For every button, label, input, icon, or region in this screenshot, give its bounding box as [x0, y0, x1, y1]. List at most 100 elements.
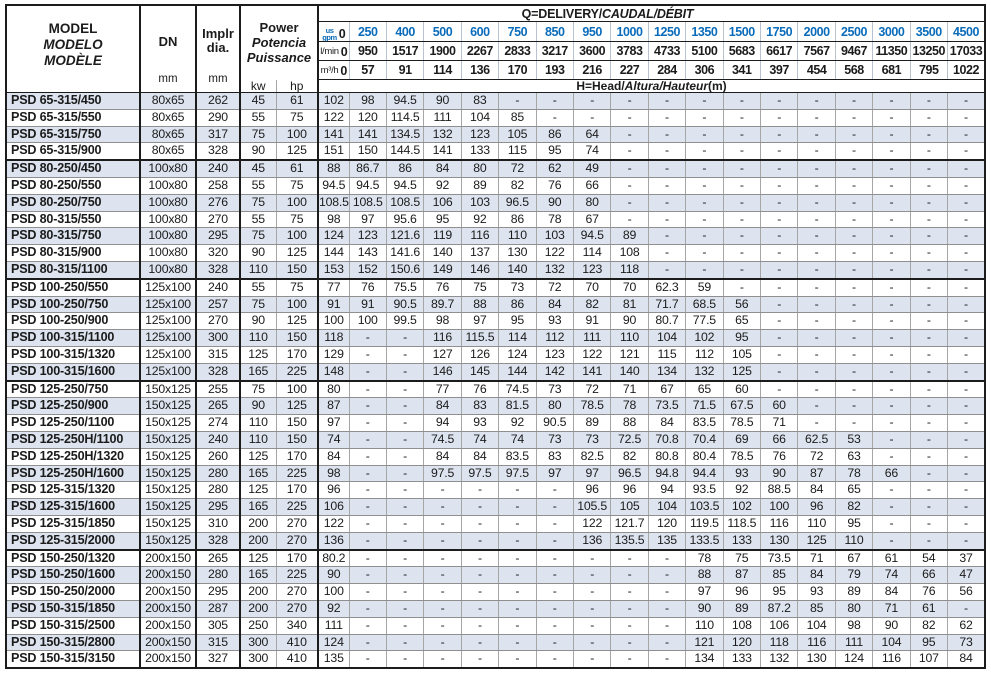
head-value-cell: -	[797, 159, 836, 178]
table-row: PSD 80-315/1100 100x80 328 110 150 153 152 150.…	[5, 260, 986, 280]
head-value-cell: 94.5	[385, 176, 425, 195]
head-value-cell: 116	[797, 633, 836, 652]
head-value-cell: -	[834, 210, 874, 229]
head-value-cell: -	[947, 295, 986, 314]
head-value-cell: 93	[535, 312, 574, 331]
head-value-cell: 105.5	[572, 498, 612, 516]
head-value-cell: -	[423, 498, 462, 516]
head-value-cell: 95	[498, 312, 537, 331]
head-value-cell: -	[647, 108, 687, 127]
impeller-label-2: dia.	[206, 40, 230, 55]
head-value-cell: -	[385, 345, 425, 364]
head-value-cell: -	[348, 514, 387, 533]
gpm-value: 750	[498, 21, 537, 42]
head-value-cell: 92	[722, 481, 761, 500]
head-value-cell: -	[947, 244, 986, 262]
lmin-value: 9467	[834, 41, 874, 61]
head-value-cell: -	[647, 548, 687, 568]
kw-cell: 75	[239, 379, 277, 399]
hp-cell: 125	[275, 142, 319, 161]
head-value-cell: -	[498, 599, 537, 618]
head-value-cell: -	[348, 379, 387, 399]
dn-cell: 150x125	[139, 464, 197, 483]
head-value-cell: -	[423, 599, 462, 618]
head-value-cell: 105	[610, 498, 649, 516]
head-value-cell: -	[947, 481, 986, 500]
head-value-cell: -	[685, 108, 724, 127]
m3h-value: 136	[460, 60, 500, 80]
table-row: PSD 65-315/550 80x65 290 55 75 122 120 114.5 111…	[5, 108, 986, 127]
power-label-en: Power	[259, 20, 299, 36]
head-value-cell: 98	[317, 464, 350, 483]
kw-cell: 125	[239, 548, 277, 568]
head-value-cell: -	[385, 430, 425, 449]
head-value-cell: -	[610, 599, 649, 618]
head-value-cell: -	[872, 244, 911, 262]
head-value-cell: -	[872, 430, 911, 449]
head-value-cell: 93	[460, 414, 500, 432]
head-value-cell: 152	[348, 260, 387, 280]
head-value-cell: 75	[460, 277, 500, 297]
head-value-cell: 73	[535, 430, 574, 449]
head-value-cell: -	[722, 142, 761, 161]
table-row: PSD 150-315/2500 200x150 305 250 340 111- - - - -…	[5, 616, 986, 635]
head-value-cell: 102	[317, 92, 350, 110]
head-value-cell: 123	[535, 345, 574, 364]
head-value-cell: 73	[535, 379, 574, 399]
hp-cell: 125	[275, 312, 319, 331]
head-value-cell: 111	[317, 616, 350, 635]
head-value-cell: -	[834, 295, 874, 314]
head-value-cell: 119.5	[685, 514, 724, 533]
m3h-value: 114	[423, 60, 462, 80]
model-cell: PSD 125-315/1320	[5, 481, 141, 500]
head-value-cell: 118	[317, 329, 350, 347]
head-value-cell: 135	[317, 650, 350, 669]
hp-cell: 75	[275, 108, 319, 127]
head-value-cell: -	[348, 481, 387, 500]
head-value-cell: -	[872, 414, 911, 432]
head-value-cell: -	[834, 176, 874, 195]
kw-cell: 90	[239, 397, 277, 416]
hp-cell: 340	[275, 616, 319, 635]
dn-cell: 150x125	[139, 447, 197, 466]
head-value-cell: -	[872, 481, 911, 500]
head-value-cell: -	[647, 142, 687, 161]
kw-cell: 110	[239, 329, 277, 347]
table-row: PSD 100-250/550 125x100 240 55 75 77 76 75.5 76 7…	[5, 277, 986, 297]
head-value-cell: 71	[759, 414, 799, 432]
head-value-cell: 110	[834, 531, 874, 551]
hp-cell: 270	[275, 531, 319, 551]
impeller-dia-cell: 328	[195, 260, 241, 280]
head-value-cell: 145	[460, 362, 500, 382]
head-value-cell: -	[685, 227, 724, 246]
head-value-cell: 80	[460, 159, 500, 178]
head-value-cell: 146	[460, 260, 500, 280]
head-value-cell: 72.5	[610, 430, 649, 449]
head-value-cell: -	[535, 616, 574, 635]
model-cell: PSD 100-250/750	[5, 295, 141, 314]
head-value-cell: -	[348, 633, 387, 652]
head-value-cell: 130	[759, 531, 799, 551]
head-value-cell: -	[460, 599, 500, 618]
lmin-value: 1517	[385, 41, 425, 61]
head-value-cell: -	[909, 260, 949, 280]
head-value-cell: 130	[797, 650, 836, 669]
head-value-cell: 54	[909, 548, 949, 568]
head-value-cell: 66	[909, 566, 949, 585]
model-cell: PSD 80-315/550	[5, 210, 141, 229]
hp-cell: 270	[275, 514, 319, 533]
gpm-value: 600	[460, 21, 500, 42]
head-value-cell: -	[872, 345, 911, 364]
head-value-cell: 81.5	[498, 397, 537, 416]
head-value-cell: -	[535, 566, 574, 585]
head-value-cell: -	[348, 583, 387, 601]
head-value-cell: -	[722, 108, 761, 127]
head-value-cell: 96	[572, 481, 612, 500]
head-value-cell: -	[834, 108, 874, 127]
table-row: PSD 125-250H/1320 150x125 260 125 170 84- -84 8…	[5, 447, 986, 466]
hp-cell: 100	[275, 125, 319, 144]
head-value-cell: 103	[535, 227, 574, 246]
head-value-cell: 108	[722, 616, 761, 635]
head-value-cell: -	[535, 548, 574, 568]
